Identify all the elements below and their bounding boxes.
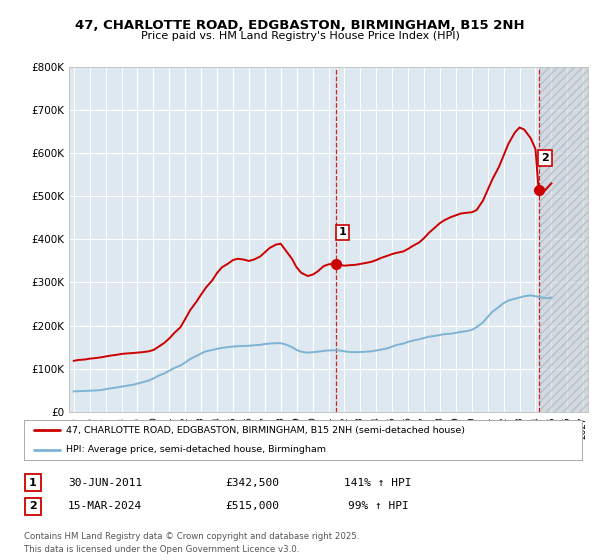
Text: 1: 1 <box>339 227 347 237</box>
Text: HPI: Average price, semi-detached house, Birmingham: HPI: Average price, semi-detached house,… <box>66 445 326 454</box>
Text: 99% ↑ HPI: 99% ↑ HPI <box>347 501 409 511</box>
Bar <box>539 67 588 412</box>
Text: 2: 2 <box>29 501 37 511</box>
Text: 141% ↑ HPI: 141% ↑ HPI <box>344 478 412 488</box>
Text: 1: 1 <box>29 478 37 488</box>
Text: 47, CHARLOTTE ROAD, EDGBASTON, BIRMINGHAM, B15 2NH: 47, CHARLOTTE ROAD, EDGBASTON, BIRMINGHA… <box>75 19 525 32</box>
Text: 30-JUN-2011: 30-JUN-2011 <box>68 478 142 488</box>
Text: 2: 2 <box>541 153 549 163</box>
Text: Contains HM Land Registry data © Crown copyright and database right 2025.
This d: Contains HM Land Registry data © Crown c… <box>24 533 359 554</box>
Text: £342,500: £342,500 <box>225 478 279 488</box>
Text: £515,000: £515,000 <box>225 501 279 511</box>
Text: 47, CHARLOTTE ROAD, EDGBASTON, BIRMINGHAM, B15 2NH (semi-detached house): 47, CHARLOTTE ROAD, EDGBASTON, BIRMINGHA… <box>66 426 465 435</box>
Text: 15-MAR-2024: 15-MAR-2024 <box>68 501 142 511</box>
Text: Price paid vs. HM Land Registry's House Price Index (HPI): Price paid vs. HM Land Registry's House … <box>140 31 460 41</box>
